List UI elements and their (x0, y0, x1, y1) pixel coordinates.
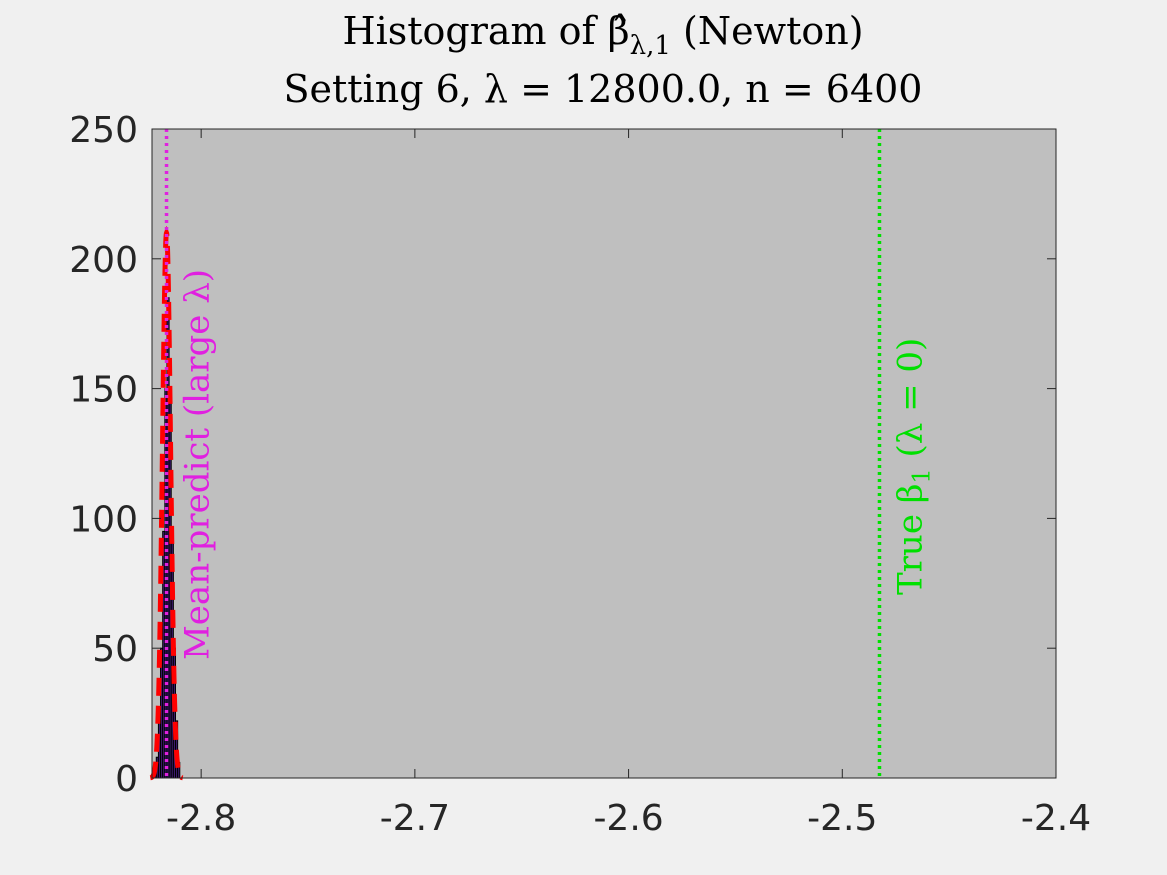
chart-title-line1: Histogram of β̂λ,1 (Newton) (342, 9, 863, 61)
x-tick-label: -2.4 (1021, 798, 1091, 839)
annotations: Mean-predict (large λ) True β1 (λ = 0) (178, 269, 936, 660)
x-tick-label: -2.6 (593, 798, 663, 839)
y-tick-label: 100 (69, 499, 138, 540)
y-tick-label: 200 (69, 240, 138, 281)
y-tick-label: 0 (115, 759, 138, 800)
reference-lines (164, 129, 882, 778)
true-beta-label: True β1 (λ = 0) (890, 338, 935, 595)
plot-area (152, 129, 1056, 778)
y-tick-label: 50 (92, 629, 138, 670)
x-tick-label: -2.8 (166, 798, 236, 839)
y-tick-label: 150 (69, 370, 138, 411)
histogram-bar (175, 720, 179, 778)
y-tick-label: 250 (69, 110, 138, 151)
density-curve (149, 225, 184, 781)
x-axis: -2.8 -2.7 -2.6 -2.5 -2.4 (166, 129, 1091, 839)
x-tick-label: -2.5 (807, 798, 877, 839)
chart-title-line2: Setting 6, λ = 12800.0, n = 6400 (284, 67, 923, 111)
plot-frame (151, 128, 1057, 779)
y-axis: 0 50 100 150 200 250 (69, 110, 1056, 800)
x-tick-label: -2.7 (380, 798, 450, 839)
mean-predict-label: Mean-predict (large λ) (178, 269, 218, 660)
